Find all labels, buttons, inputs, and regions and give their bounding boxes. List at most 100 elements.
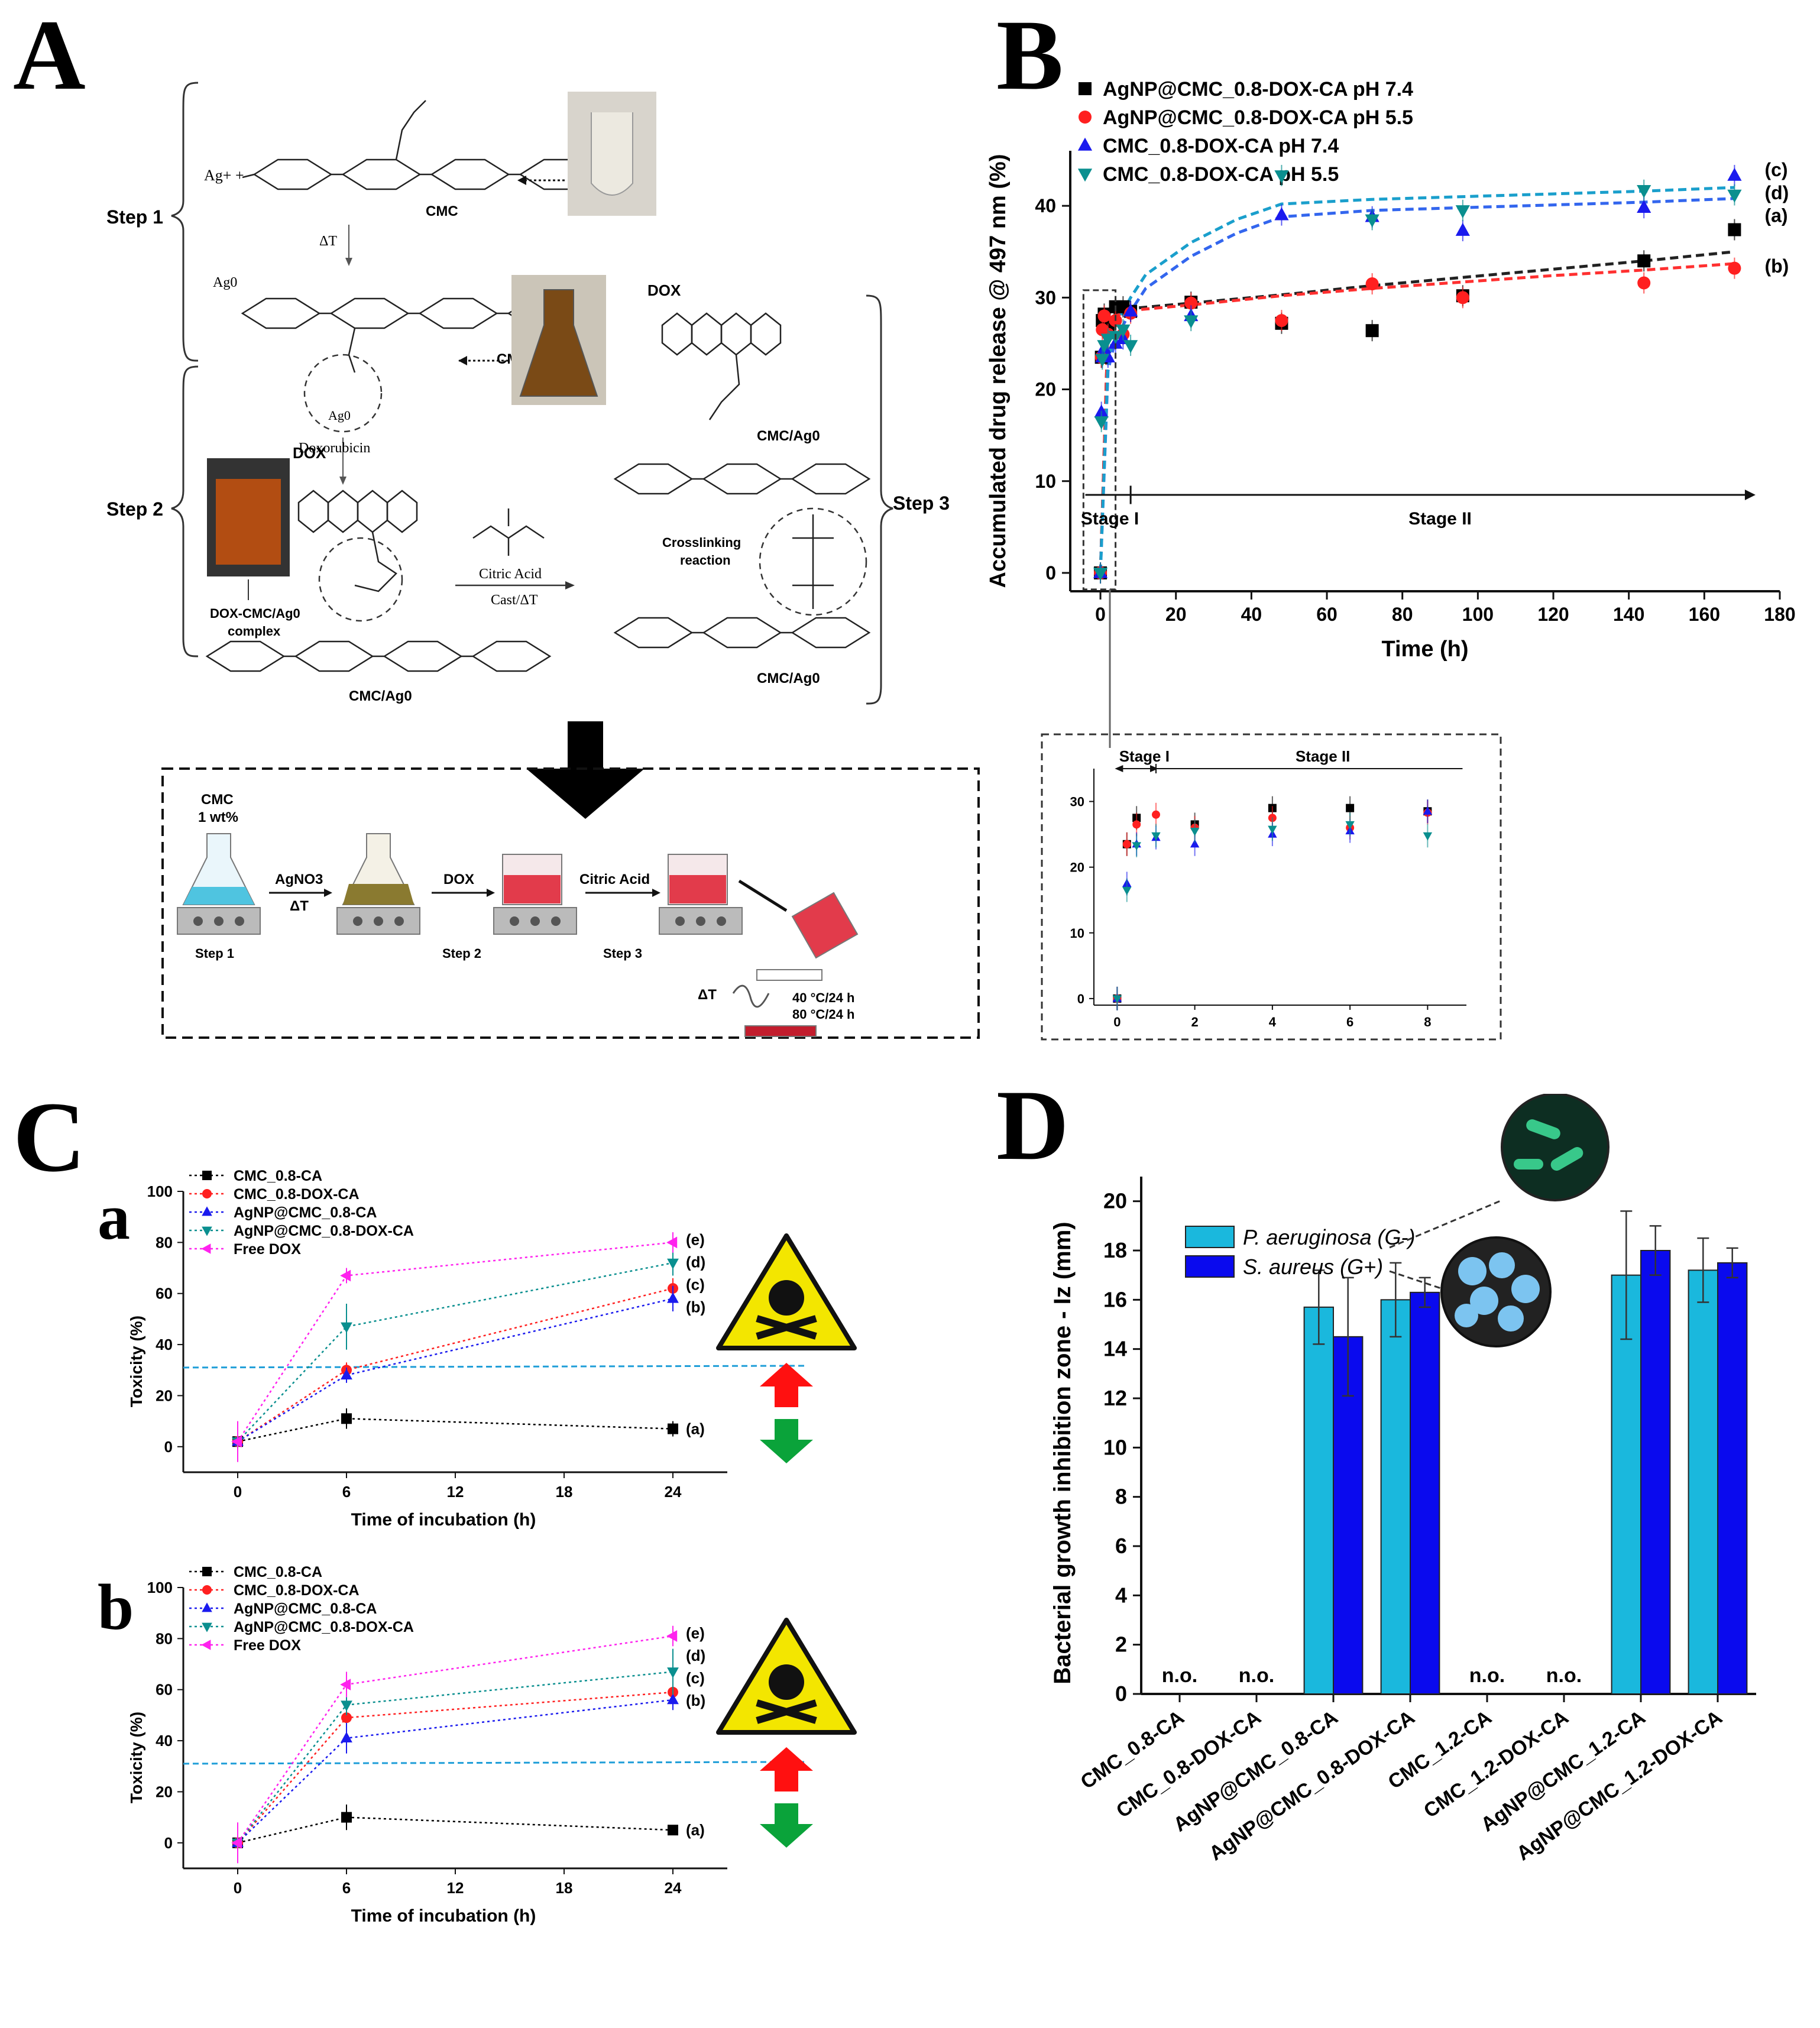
dox-molecule-1 (297, 490, 418, 592)
d-legend-label: P. aeruginosa (G-) (1243, 1225, 1415, 1249)
b-data-point (1637, 276, 1651, 290)
callout-line-2 (1389, 1270, 1443, 1290)
cb-data-point (341, 1731, 352, 1742)
panel-d-chart: 02468101214161820CMC_0.8-CACMC_0.8-DOX-C… (1050, 1094, 1756, 1865)
ca-data-point (667, 1258, 679, 1269)
ca-data-point (341, 1322, 352, 1333)
d-bar (1717, 1262, 1748, 1695)
temp-label-1: 40 °C/24 h (792, 990, 854, 1005)
cb-data-point (341, 1812, 352, 1823)
callout-line-1 (1389, 1199, 1502, 1249)
ca-x-tick-label: 0 (234, 1483, 242, 1501)
d-y-tick-label: 10 (1103, 1435, 1127, 1459)
b-legend-marker (1077, 169, 1093, 182)
red-up-arrow-1 (760, 1363, 813, 1407)
cb-series-line (237, 1691, 673, 1844)
d-legend-swatch (1185, 1255, 1235, 1278)
cb-series-line (237, 1635, 673, 1844)
bi-y-tick-label: 20 (1070, 860, 1084, 875)
cmc-label: CMC (426, 203, 458, 219)
b-series-label: (d) (1764, 182, 1789, 203)
cb-data-point (231, 1836, 242, 1849)
ag-carboxylate-circle (303, 354, 383, 433)
ca-series-label: (c) (686, 1275, 705, 1293)
ag0-label-1: Ag0 (213, 275, 237, 290)
panel-letter-b: B (996, 0, 1063, 111)
cb-x-tick-label: 12 (447, 1879, 464, 1897)
panel-c-sub-b: b (98, 1571, 134, 1643)
b-y-tick-label: 0 (1045, 562, 1056, 584)
process-step2: Step 2 (442, 946, 481, 961)
ca-series-line (237, 1242, 673, 1442)
bi-x-tick-label: 8 (1424, 1015, 1431, 1029)
ca-x-axis-label: Time of incubation (h) (351, 1510, 536, 1530)
green-down-arrow-2 (760, 1803, 813, 1848)
bi-stage-ii-label: Stage II (1296, 747, 1350, 765)
b-data-point (1637, 184, 1651, 198)
b-x-tick-label: 80 (1392, 604, 1413, 625)
ca-series-line (237, 1262, 673, 1443)
citrate-crosslink (792, 514, 834, 609)
d-bar (1303, 1306, 1334, 1695)
b-x-tick-label: 140 (1613, 604, 1644, 625)
b-data-point (1123, 303, 1138, 317)
bi-data-point (1345, 821, 1355, 830)
b-data-point (1184, 315, 1199, 329)
big-down-arrow (526, 721, 645, 819)
cb-legend-label: Free DOX (234, 1637, 301, 1654)
crosslink-circle (759, 507, 867, 616)
b-data-point (1100, 333, 1115, 347)
ca-y-tick-label: 80 (156, 1233, 173, 1251)
pouring-beaker (791, 892, 859, 959)
crosslinking-label-1: Crosslinking (662, 535, 741, 550)
beaker-3 (493, 854, 577, 935)
cb-y-tick-label: 80 (156, 1629, 173, 1647)
b-legend-label: CMC_0.8-DOX-CA pH 7.4 (1103, 135, 1339, 157)
ca-data-point (667, 1292, 679, 1303)
b-data-point (1365, 277, 1379, 291)
cb-series-label: (d) (686, 1647, 705, 1664)
b-y-tick-label: 30 (1035, 287, 1056, 308)
b-legend-label: AgNP@CMC_0.8-DOX-CA pH 7.4 (1103, 78, 1413, 101)
cb-series-line (237, 1699, 673, 1844)
cb-x-axis-label: Time of incubation (h) (351, 1906, 536, 1926)
cb-data-point (341, 1712, 352, 1724)
cb-series-line (237, 1816, 673, 1844)
b-data-point (1275, 314, 1288, 328)
b-data-point (1093, 568, 1108, 581)
b-data-point (1728, 261, 1741, 275)
d-legend-swatch (1185, 1226, 1235, 1248)
citric-acid-label: Citric Acid (479, 566, 542, 582)
cast-delta-t-label: Cast/ΔT (491, 592, 538, 608)
bi-data-point (1268, 825, 1277, 834)
bi-stage-arrowhead-left (1115, 765, 1123, 772)
cb-y-tick-label: 60 (156, 1681, 173, 1699)
bi-y-tick-label: 30 (1070, 795, 1084, 809)
cmc-chain-2 (205, 640, 552, 672)
cb-y-tick-label: 100 (147, 1579, 173, 1596)
b-legend-marker (1079, 111, 1092, 124)
bi-data-point (1112, 995, 1122, 1004)
process-box (161, 767, 980, 1039)
b-series-label: (a) (1764, 205, 1787, 226)
step3-label: Step 3 (893, 493, 950, 514)
b-stage-ii-label: Stage II (1408, 509, 1472, 529)
b-stage-arrowhead (1744, 490, 1756, 501)
petri-dish-1 (756, 969, 822, 981)
ca-legend-marker (201, 1243, 211, 1254)
crosslinking-label-2: reaction (680, 553, 731, 568)
cb-y-tick-label: 40 (156, 1732, 173, 1750)
b-data-point (1365, 214, 1379, 228)
cmc-ag0-label-4: CMC/Ag0 (757, 670, 820, 686)
b-data-point (1728, 223, 1741, 237)
ca-series-line (237, 1418, 673, 1443)
b-x-tick-label: 0 (1095, 604, 1106, 625)
process-cmc-label: CMC (201, 792, 234, 808)
dox-complex-label-1: DOX-CMC/Ag0 (210, 606, 300, 621)
dox-cmc-binding-circle (318, 537, 403, 622)
cb-legend-marker (202, 1585, 212, 1595)
b-x-tick-label: 100 (1462, 604, 1494, 625)
process-cmc-conc: 1 wt% (198, 809, 238, 825)
legend-b: AgNP@CMC_0.8-DOX-CA pH 7.4 AgNP@CMC_0.8-D… (1077, 78, 1413, 186)
b-data-point (1123, 340, 1138, 354)
